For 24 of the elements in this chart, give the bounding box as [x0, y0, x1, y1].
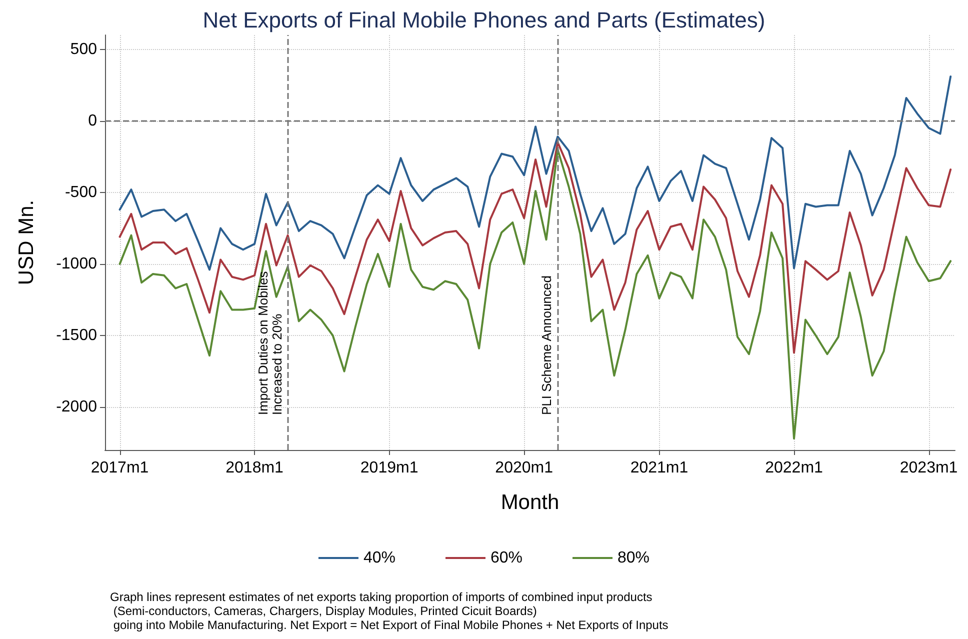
y-tick-label: -1000 — [56, 255, 98, 272]
legend-label: 80% — [618, 550, 650, 566]
y-axis-title: USD Mn. — [15, 200, 38, 286]
x-tick-label: 2018m1 — [226, 460, 284, 476]
x-tick-label: 2020m1 — [495, 460, 554, 476]
chart-title: Net Exports of Final Mobile Phones and Parts (Estimates) — [202, 8, 766, 32]
line-series — [118, 76, 952, 271]
legend-label: 60% — [490, 550, 523, 566]
legend-label: 40% — [363, 550, 396, 566]
x-tick-label: 2019m1 — [360, 460, 418, 476]
y-tick-label: 0 — [88, 112, 98, 130]
x-axis-title: Month — [500, 491, 560, 514]
x-tick-label: 2017m1 — [90, 460, 149, 476]
line-series — [118, 148, 952, 440]
ref-line-label: Import Duties on Mobiles Increased to 20% — [255, 270, 284, 415]
ref-line-label: PLI Scheme Announced — [539, 276, 554, 415]
text: Graph lines represent estimates of net exports taking proportion of imports of combined input products (Semi-conductors, Cameras, Chargers, Display Modules, Printed Cicuit Boards) going into Mobile Manufacturing. Net Export = Net Export of Final Mobile Phones + Net Exports of Inputs — [110, 590, 668, 632]
y-tick-label: -1500 — [56, 327, 98, 344]
x-tick-label: 2023m1 — [900, 460, 958, 476]
y-tick-label: -500 — [64, 184, 98, 201]
x-tick-label: 2022m1 — [765, 460, 824, 476]
x-tick-label: 2021m1 — [630, 460, 688, 476]
y-tick-label: 500 — [70, 40, 98, 58]
y-tick-label: -2000 — [56, 398, 98, 416]
